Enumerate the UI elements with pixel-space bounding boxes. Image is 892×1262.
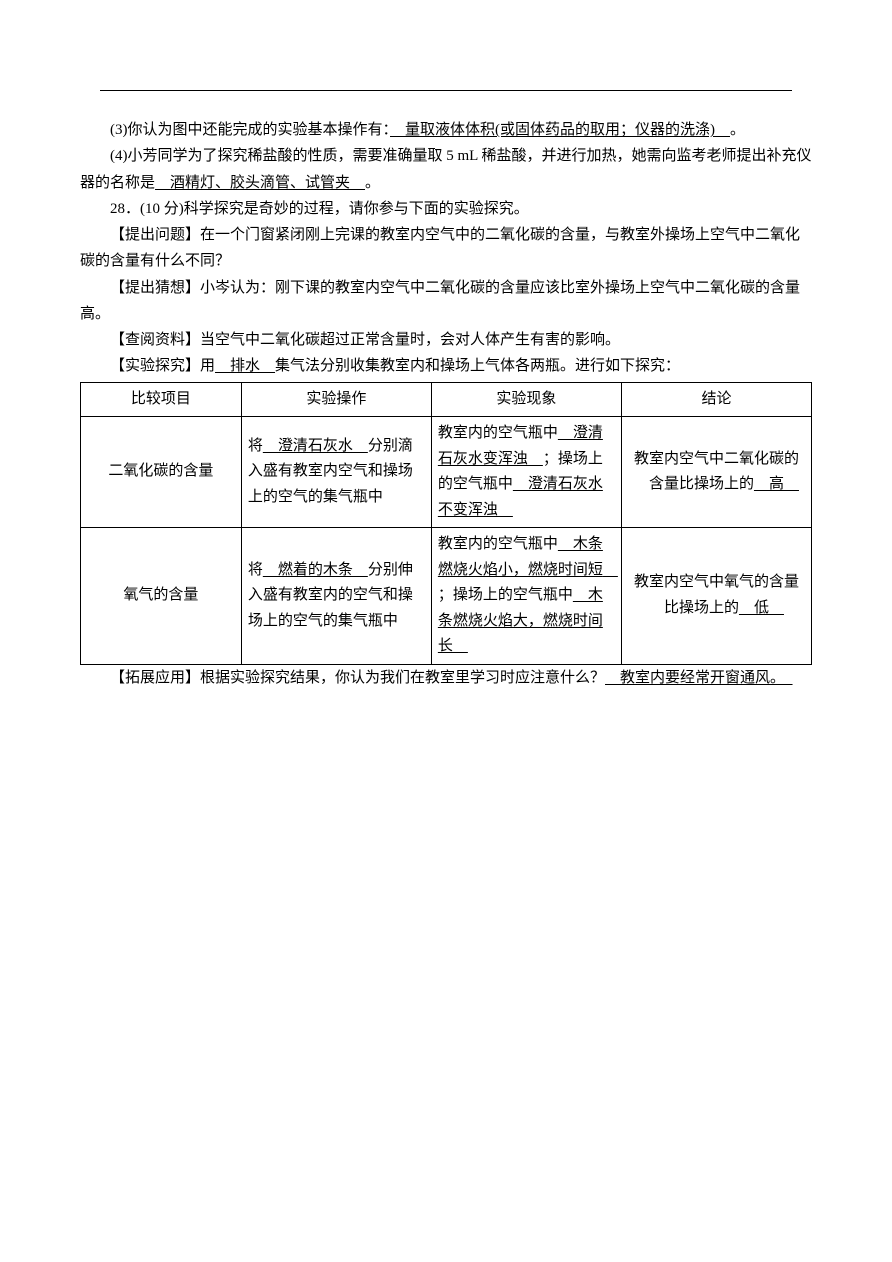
r1c2-u: 澄清石灰水 <box>263 438 368 454</box>
cell-co2-op: 将 澄清石灰水 分别滴入盛有教室内空气和操场上的空气的集气瓶中 <box>241 417 431 528</box>
cell-o2-phen: 教室内的空气瓶中 木条燃烧火焰小，燃烧时间短 ；操场上的空气瓶中 木条燃烧火焰大… <box>431 528 621 665</box>
paragraph-reference: 【查阅资料】当空气中二氧化碳超过正常含量时，会对人体产生有害的影响。 <box>80 327 812 353</box>
content-area: (3)你认为图中还能完成的实验基本操作有： 量取液体体积(或固体药品的取用；仪器… <box>80 117 812 691</box>
cell-co2-conc: 教室内空气中二氧化碳的含量比操场上的 高 <box>621 417 811 528</box>
table-row: 氧气的含量 将 燃着的木条 分别伸入盛有教室内的空气和操场上的空气的集气瓶中 教… <box>81 528 812 665</box>
exp-answer: 排水 <box>215 358 275 374</box>
th-compare: 比较项目 <box>81 382 242 417</box>
q4-answer: 酒精灯、胶头滴管、试管夹 <box>155 175 365 191</box>
q3-text-a: (3)你认为图中还能完成的实验基本操作有： <box>110 122 390 138</box>
paragraph-q3: (3)你认为图中还能完成的实验基本操作有： 量取液体体积(或固体药品的取用；仪器… <box>80 117 812 143</box>
ext-text-a: 【拓展应用】根据实验探究结果，你认为我们在教室里学习时应注意什么？ <box>110 670 605 686</box>
paragraph-experiment: 【实验探究】用 排水 集气法分别收集教室内和操场上气体各两瓶。进行如下探究： <box>80 353 812 379</box>
top-rule <box>100 90 792 91</box>
cell-co2-phen: 教室内的空气瓶中 澄清石灰水变浑浊 ；操场上的空气瓶中 澄清石灰水不变浑浊 <box>431 417 621 528</box>
question-text: 【提出问题】在一个门窗紧闭刚上完课的教室内空气中的二氧化碳的含量，与教室外操场上… <box>80 227 800 269</box>
cell-o2-conc: 教室内空气中氧气的含量比操场上的 低 <box>621 528 811 665</box>
document-page: (3)你认为图中还能完成的实验基本操作有： 量取液体体积(或固体药品的取用；仪器… <box>0 0 892 1262</box>
exp-text-a: 【实验探究】用 <box>110 358 215 374</box>
cell-co2-label: 二氧化碳的含量 <box>81 417 242 528</box>
r2c2-u: 燃着的木条 <box>263 562 368 578</box>
paragraph-q4: (4)小芳同学为了探究稀盐酸的性质，需要准确量取 5 mL 稀盐酸，并进行加热，… <box>80 143 812 196</box>
paragraph-q28: 28．(10 分)科学探究是奇妙的过程，请你参与下面的实验探究。 <box>80 196 812 222</box>
r2c3-a: 教室内的空气瓶中 <box>438 536 558 552</box>
ext-answer: 教室内要经常开窗通风。 <box>605 670 793 686</box>
q3-answer: 量取液体体积(或固体药品的取用；仪器的洗涤) <box>390 122 730 138</box>
cell-o2-label: 氧气的含量 <box>81 528 242 665</box>
hypothesis-text: 【提出猜想】小岑认为：刚下课的教室内空气中二氧化碳的含量应该比室外操场上空气中二… <box>80 280 800 322</box>
r1c3-a: 教室内的空气瓶中 <box>438 425 558 441</box>
r2c3-b: ；操场上的空气瓶中 <box>438 587 573 603</box>
r2c2-a: 将 <box>248 562 263 578</box>
r1c4-u: 高 <box>754 476 799 492</box>
th-operation: 实验操作 <box>241 382 431 417</box>
th-phenomenon: 实验现象 <box>431 382 621 417</box>
q28-text: 28．(10 分)科学探究是奇妙的过程，请你参与下面的实验探究。 <box>110 201 529 217</box>
th-conclusion: 结论 <box>621 382 811 417</box>
experiment-table: 比较项目 实验操作 实验现象 结论 二氧化碳的含量 将 澄清石灰水 分别滴入盛有… <box>80 382 812 665</box>
reference-text: 【查阅资料】当空气中二氧化碳超过正常含量时，会对人体产生有害的影响。 <box>110 332 620 348</box>
cell-o2-op: 将 燃着的木条 分别伸入盛有教室内的空气和操场上的空气的集气瓶中 <box>241 528 431 665</box>
q4-text-b: 。 <box>365 175 380 191</box>
paragraph-hypothesis: 【提出猜想】小岑认为：刚下课的教室内空气中二氧化碳的含量应该比室外操场上空气中二… <box>80 275 812 328</box>
paragraph-question: 【提出问题】在一个门窗紧闭刚上完课的教室内空气中的二氧化碳的含量，与教室外操场上… <box>80 222 812 275</box>
table-row: 二氧化碳的含量 将 澄清石灰水 分别滴入盛有教室内空气和操场上的空气的集气瓶中 … <box>81 417 812 528</box>
r1c2-a: 将 <box>248 438 263 454</box>
q3-text-b: 。 <box>730 122 745 138</box>
exp-text-b: 集气法分别收集教室内和操场上气体各两瓶。进行如下探究： <box>275 358 680 374</box>
table-row: 比较项目 实验操作 实验现象 结论 <box>81 382 812 417</box>
paragraph-extension: 【拓展应用】根据实验探究结果，你认为我们在教室里学习时应注意什么？ 教室内要经常… <box>80 665 812 691</box>
r2c4-u: 低 <box>739 600 784 616</box>
